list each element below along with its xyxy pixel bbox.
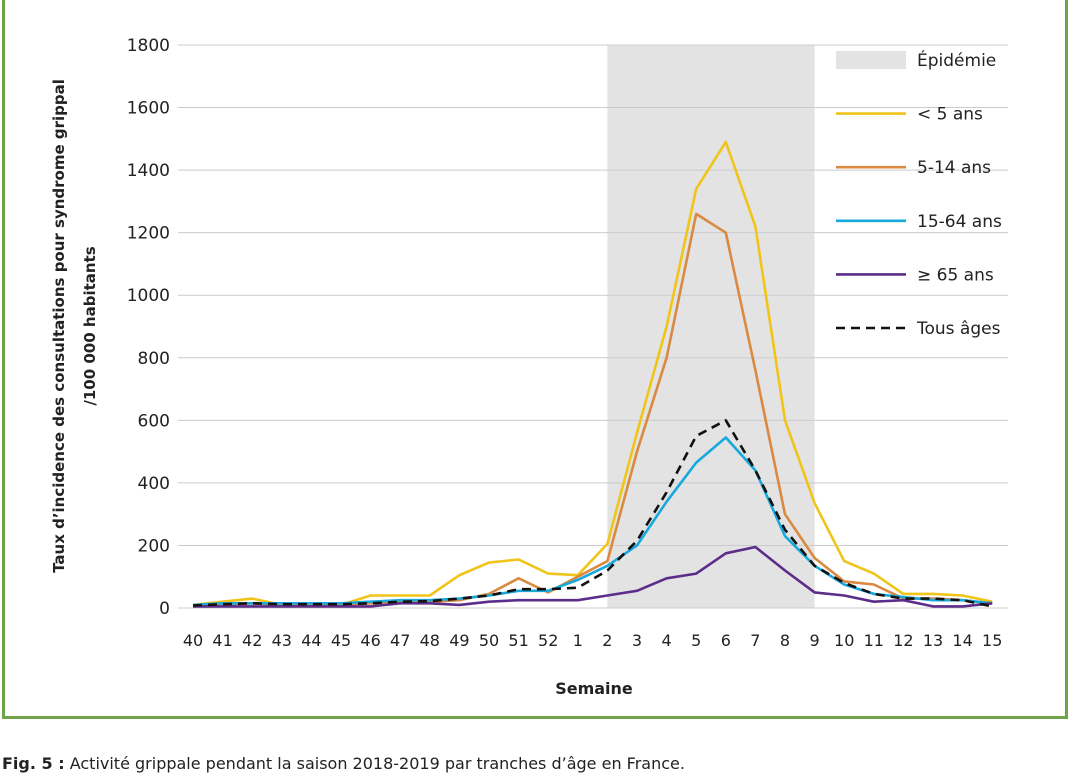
x-tick-label: 43 (272, 631, 292, 650)
series-line-3 (193, 545, 993, 608)
legend-label-2: 15-64 ans (917, 212, 1002, 232)
y-axis-label-line2: /100 000 habitants (81, 246, 99, 405)
x-tick-label: 2 (602, 631, 612, 650)
x-tick-label: 40 (183, 631, 203, 650)
y-tick-label: 400 (138, 474, 170, 494)
series-lines (192, 140, 993, 608)
figure-caption: Fig. 5 : Activité grippale pendant la sa… (2, 754, 685, 773)
x-axis-label: Semaine (555, 679, 633, 698)
y-tick-label: 200 (138, 536, 170, 556)
x-tick-label: 47 (390, 631, 410, 650)
y-tick-label: 1400 (127, 161, 170, 181)
x-tick-label: 7 (750, 631, 760, 650)
x-tick-label: 5 (691, 631, 701, 650)
chart-frame (2, 0, 1068, 719)
x-tick-label: 3 (632, 631, 642, 650)
x-tick-label: 10 (834, 631, 854, 650)
y-tick-label: 1800 (127, 36, 170, 56)
y-tick-label: 600 (138, 411, 170, 431)
x-tick-label: 46 (360, 631, 380, 650)
y-tick-label: 1600 (127, 99, 170, 119)
series-line-2 (192, 436, 993, 607)
series-line-0 (192, 140, 993, 607)
legend-label-epidemic: Épidémie (917, 49, 996, 71)
legend-label-4: Tous âges (916, 319, 1001, 339)
legend: Épidémie < 5 ans 5-14 ans 15-64 ans ≥ 65 ans… (836, 49, 1002, 339)
x-tick-label: 44 (301, 631, 321, 650)
x-tick-label: 6 (721, 631, 731, 650)
x-tick-label: 15 (982, 631, 1002, 650)
series-line-4 (192, 418, 993, 608)
legend-label-0: < 5 ans (917, 105, 983, 125)
x-tick-labels: 40 41 42 43 44 45 46 47 48 49 50 51 52 1 2 3 4 5 6 7 8 9 10 11 1… (183, 631, 1003, 650)
y-tick-label: 0 (159, 599, 170, 619)
y-axis-label-line1: Taux d’incidence des consultations pour … (50, 79, 68, 573)
x-tick-label: 42 (242, 631, 262, 650)
epidemic-band (607, 45, 815, 608)
legend-swatch-epidemic (836, 51, 906, 69)
x-tick-label: 9 (810, 631, 820, 650)
x-tick-label: 8 (780, 631, 790, 650)
y-tick-label: 1200 (127, 224, 170, 244)
y-tick-label: 1000 (127, 286, 170, 306)
x-tick-label: 1 (573, 631, 583, 650)
x-tick-label: 12 (893, 631, 913, 650)
caption-label: Fig. 5 : (2, 754, 65, 773)
x-tick-label: 50 (479, 631, 499, 650)
x-tick-label: 52 (538, 631, 558, 650)
x-tick-label: 14 (952, 631, 972, 650)
y-tick-labels: 0 200 400 600 800 1000 1200 1400 1600 1800 (127, 36, 170, 619)
grid-lines (178, 44, 1008, 609)
legend-label-3: ≥ 65 ans (917, 265, 994, 285)
x-tick-label: 11 (864, 631, 884, 650)
x-tick-label: 13 (923, 631, 943, 650)
legend-label-1: 5-14 ans (917, 158, 991, 178)
x-tick-label: 41 (212, 631, 232, 650)
x-tick-label: 45 (331, 631, 351, 650)
series-line-1 (192, 212, 993, 608)
x-tick-label: 4 (662, 631, 672, 650)
y-tick-label: 800 (138, 349, 170, 369)
caption-text: Activité grippale pendant la saison 2018… (64, 754, 685, 773)
x-tick-label: 48 (420, 631, 440, 650)
x-tick-label: 51 (508, 631, 528, 650)
x-tick-label: 49 (449, 631, 469, 650)
